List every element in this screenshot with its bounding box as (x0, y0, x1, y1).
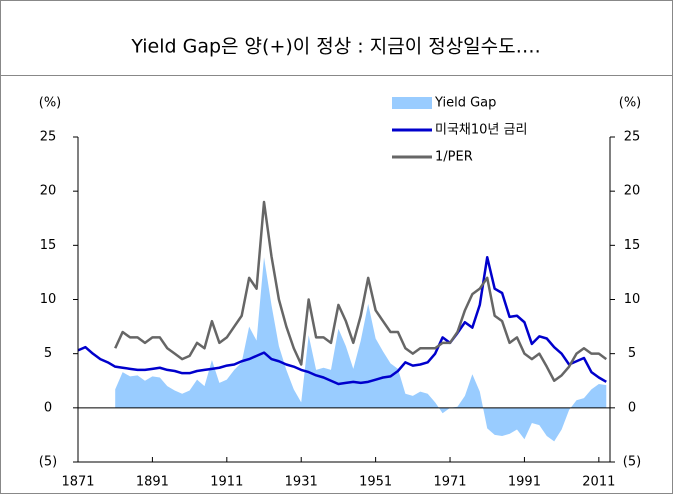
x-tick-label: 1911 (210, 475, 243, 490)
y-tick-label: 0 (44, 400, 52, 415)
line (114, 200, 608, 382)
y-tick-label: 25 (40, 130, 57, 145)
x-tick-label: 1931 (285, 475, 318, 490)
y-tick-label: 5 (44, 346, 52, 361)
y-tick-label: 20 (40, 184, 57, 199)
legend-label: 미국채10년 금리 (435, 123, 527, 138)
y-tick-label: 10 (40, 292, 57, 307)
y2-tick-label: 0 (628, 400, 636, 415)
y2-tick-label: 25 (624, 130, 641, 145)
x-tick-label: 1991 (508, 475, 541, 490)
y2-tick-label: 15 (624, 238, 641, 253)
x-tick-label: 1951 (359, 475, 392, 490)
legend-label: Yield Gap (434, 96, 496, 111)
x-tick-label: 1971 (433, 475, 466, 490)
y2-axis-label: (%) (619, 96, 642, 111)
legend-swatch (392, 97, 432, 109)
y-axis-label: (%) (39, 96, 62, 111)
y2-tick-label: (5) (623, 455, 641, 470)
area (115, 257, 607, 442)
y2-tick-label: 5 (628, 346, 636, 361)
x-tick-label: 1871 (61, 475, 94, 490)
line (77, 256, 607, 386)
y-tick-label: 15 (40, 238, 57, 253)
y2-tick-label: 10 (624, 292, 641, 307)
y-tick-label: (5) (39, 455, 57, 470)
chart-title: Yield Gap은 양(+)이 정상 : 지금이 정상일수도…. (130, 36, 540, 58)
legend-label: 1/PER (435, 150, 473, 165)
x-tick-label: 2011 (582, 475, 615, 490)
x-tick-label: 1891 (136, 475, 169, 490)
y2-tick-label: 20 (624, 184, 641, 199)
